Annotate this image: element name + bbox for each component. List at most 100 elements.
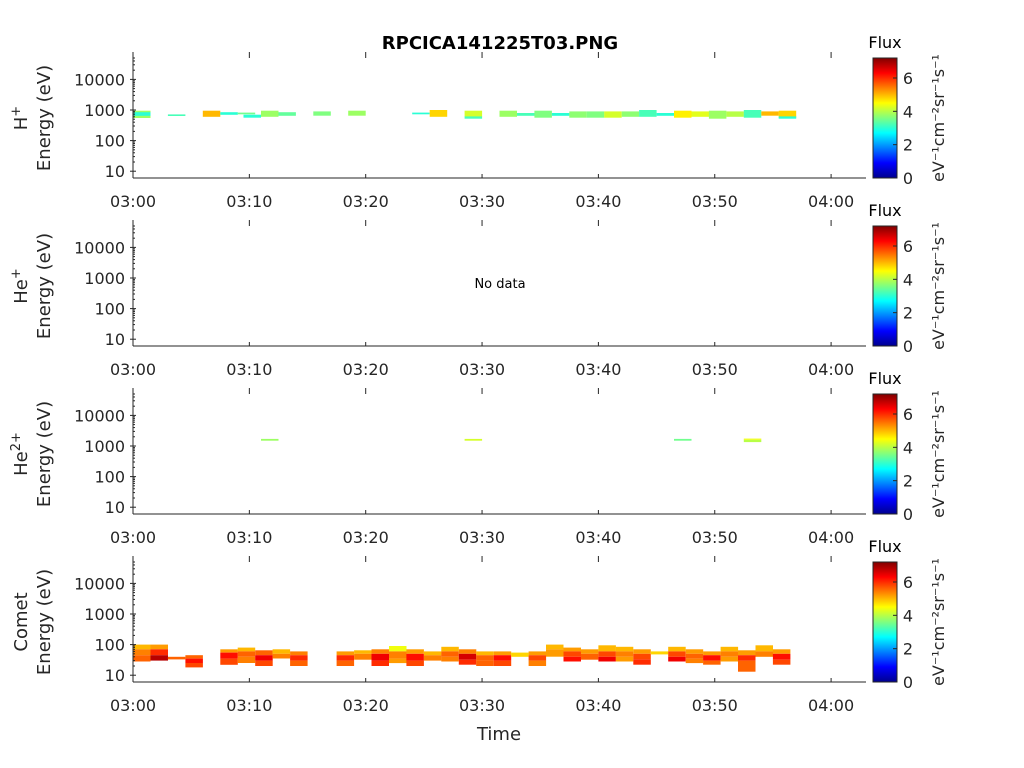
spectrogram-cell — [313, 111, 331, 116]
spectrogram-cell — [778, 116, 797, 119]
colorbar-tick-label: 6 — [903, 69, 913, 88]
colorbar-tick-label: 2 — [903, 304, 913, 323]
spectrogram-cell — [133, 644, 151, 650]
spectrogram-cell — [458, 649, 477, 654]
colorbar-tick-label: 6 — [903, 405, 913, 424]
colorbar-tick-label: 0 — [903, 673, 913, 692]
spectrogram-cell — [668, 651, 686, 657]
x-tick-label: 03:50 — [692, 528, 738, 547]
colorbar-tick-label: 6 — [903, 573, 913, 592]
spectrogram-cell — [255, 655, 273, 661]
y-tick-label: 100 — [94, 468, 125, 487]
spectrogram-cell — [458, 659, 477, 665]
spectrogram-cell — [167, 114, 186, 116]
ion-species-label: Comet — [11, 592, 32, 651]
spectrogram-cell — [412, 112, 430, 115]
spectrogram-cell — [738, 655, 756, 661]
spectrogram-cell — [389, 658, 407, 664]
y-tick-label: 1000 — [84, 437, 125, 456]
colorbar-tick-label: 0 — [903, 505, 913, 524]
spectrogram-cell — [668, 656, 686, 662]
spectrogram-cell — [546, 644, 564, 650]
ion-charge: + — [9, 268, 24, 279]
spectrogram-cell — [569, 111, 587, 118]
x-tick-label: 03:30 — [459, 528, 505, 547]
spectrogram-cell — [354, 650, 372, 654]
spectrogram-cell — [743, 110, 762, 118]
colorbar-gradient — [872, 561, 898, 683]
colorbar-tick-label: 4 — [903, 102, 913, 121]
spectrogram-cell — [598, 651, 616, 657]
spectrogram-cell — [493, 660, 512, 666]
spectrogram-cell — [738, 660, 756, 672]
spectrogram-cell — [674, 110, 692, 118]
spectrogram-cell — [708, 110, 727, 119]
spectrogram-cell — [720, 646, 739, 652]
spectrogram-cell — [371, 649, 389, 654]
spectrogram-cell — [220, 112, 238, 115]
colorbar-gradient — [872, 393, 898, 515]
spectrogram-cell — [703, 660, 721, 665]
spectrogram-cell — [336, 651, 355, 656]
spectrogram-cell — [720, 656, 739, 662]
spectrogram-cell — [406, 660, 424, 666]
chart-title: RPCICA141225T03.PNG — [382, 33, 618, 54]
colorbar-unit-label: eV⁻¹cm⁻²sr⁻¹s⁻¹ — [929, 390, 948, 518]
y-axis-label: H+ Energy (eV) — [9, 65, 55, 171]
spectrogram-cell — [499, 110, 517, 117]
x-tick-label: 03:40 — [575, 528, 621, 547]
spectrogram-cells — [261, 438, 762, 443]
x-tick-label: 03:10 — [226, 528, 272, 547]
spectrogram-cell — [441, 646, 459, 652]
spectrogram-cell — [743, 438, 762, 440]
spectrogram-cell — [755, 645, 773, 652]
spectrogram-cell — [586, 111, 605, 118]
x-tick-label: 04:00 — [808, 696, 854, 715]
spectrogram-cell — [354, 653, 372, 660]
x-tick-label: 03:30 — [459, 192, 505, 211]
colorbar-tick-label: 4 — [903, 606, 913, 625]
spectrogram-cell — [598, 645, 616, 652]
energy-label: Energy (eV) — [34, 65, 55, 171]
y-tick-label: 10000 — [74, 238, 125, 257]
spectrogram-cell — [150, 649, 168, 656]
spectrogram-cell — [517, 113, 535, 116]
spectrogram-cell — [272, 653, 291, 659]
colorbar-title: Flux — [868, 369, 901, 388]
spectrogram-cell — [237, 112, 256, 115]
y-tick-label: 100 — [94, 300, 125, 319]
spectrogram-cell — [772, 649, 791, 654]
spectrogram-cell — [389, 651, 407, 659]
energy-label: Energy (eV) — [34, 569, 55, 675]
ion-name: Comet — [11, 592, 32, 651]
y-tick-label: 100 — [94, 132, 125, 151]
colorbar-tick-label: 0 — [903, 169, 913, 188]
y-tick-label: 10000 — [74, 70, 125, 89]
spectrogram-cell — [133, 649, 151, 656]
spectrogram-cell — [726, 111, 744, 117]
spectrogram-cell — [243, 114, 261, 118]
spectrogram-cell — [348, 110, 366, 116]
colorbar-unit-label: eV⁻¹cm⁻²sr⁻¹s⁻¹ — [929, 558, 948, 686]
colorbar-tick-label: 2 — [903, 640, 913, 659]
x-tick-label: 03:20 — [343, 360, 389, 379]
spectrogram-cell — [615, 651, 634, 657]
spectrogram-cell — [464, 116, 483, 119]
spectrogram-cell — [255, 660, 273, 666]
colorbar-title: Flux — [868, 201, 901, 220]
x-tick-label: 03:30 — [459, 360, 505, 379]
energy-label: Energy (eV) — [34, 401, 55, 507]
spectrogram-cell — [278, 112, 296, 116]
x-tick-label: 03:10 — [226, 360, 272, 379]
x-tick-label: 03:00 — [110, 192, 156, 211]
x-tick-label: 03:50 — [692, 192, 738, 211]
energy-label: Energy (eV) — [34, 233, 55, 339]
x-tick-label: 03:30 — [459, 696, 505, 715]
colorbar-tick-label: 2 — [903, 472, 913, 491]
spectrogram-cell — [703, 651, 721, 656]
spectrogram-cell — [167, 656, 186, 660]
spectrogram-cell — [551, 113, 570, 116]
